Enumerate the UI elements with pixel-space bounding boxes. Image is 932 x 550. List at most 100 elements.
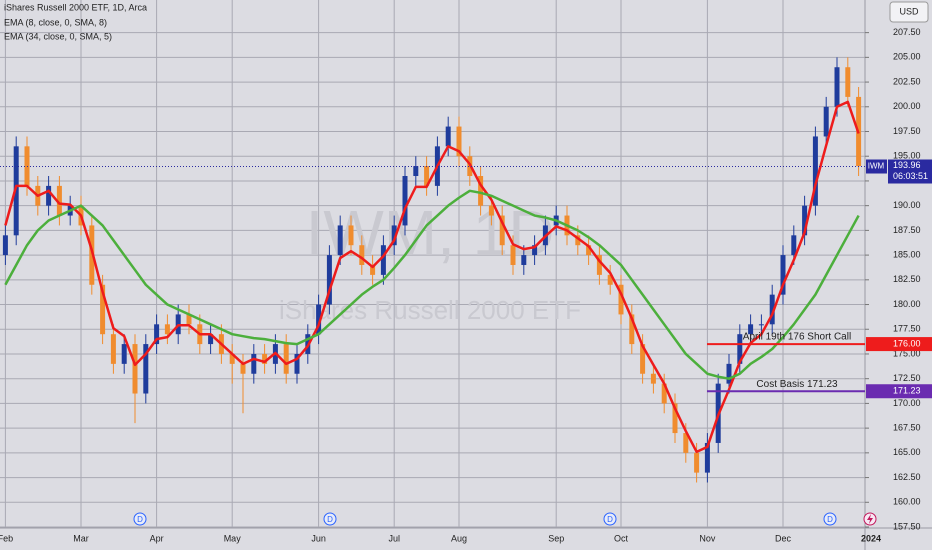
x-tick-label: May [224,533,242,543]
candle-body [812,136,818,206]
candle-body [694,452,700,473]
candle-body [208,334,214,345]
level-label: April 19th 176 Short Call [743,332,851,343]
y-tick-label: 200.00 [893,101,921,111]
candle-body [413,166,419,176]
price-tag-label: 193.96 [893,160,921,170]
candle-body [456,126,462,157]
candle-body [348,225,354,246]
y-tick-label: 187.50 [893,225,921,235]
candle-body [326,255,332,305]
candle-body [618,284,624,315]
candle-body [121,344,127,364]
candle-body [575,235,581,246]
dividend-marker [323,512,337,526]
y-tick-label: 182.50 [893,274,921,284]
currency[interactable]: USD [899,6,919,16]
symbol-tag-label: IWM [868,162,885,171]
candle-body [510,245,516,265]
candle-body [424,166,430,186]
candle-body [402,175,408,226]
candle-body [154,324,160,345]
x-tick-label: Apr [150,533,164,543]
candle-body [748,324,754,335]
candle-body [650,373,656,384]
candle-body [164,324,170,335]
dividend-label: D [137,515,143,524]
dividend-marker [133,512,147,526]
candle-body [704,442,710,473]
candle-body [316,304,322,335]
y-tick-label: 160.00 [893,497,921,507]
candle-body [13,146,19,236]
x-tick-label: Nov [699,533,716,543]
y-tick-label: 205.00 [893,52,921,62]
price-tag [888,159,932,184]
candle-body [132,344,138,394]
candle-body [737,334,743,364]
candle-body [380,245,386,275]
event-icon [867,514,873,524]
candle-body [758,324,764,326]
candle-body [791,235,797,256]
dividend-label: D [607,515,613,524]
y-tick-label: 195.00 [893,151,921,161]
candle-body [672,403,678,434]
y-tick-label: 157.50 [893,521,921,531]
y-tick-label: 197.50 [893,126,921,136]
candle-body [780,255,786,295]
level-tag [866,384,932,399]
dividend-label: D [327,515,333,524]
candle-body [532,245,538,256]
candle-body [370,264,376,275]
candle-body [823,106,829,137]
level-label: Cost Basis 171.23 [756,379,838,390]
y-tick-label: 180.00 [893,299,921,309]
candle-body [110,334,116,364]
candle-body [769,294,775,325]
candle-body [337,225,343,256]
candle-body [56,185,62,216]
dividend-marker [603,512,617,526]
x-tick-label: Aug [451,533,467,543]
x-tick-label: 2024 [861,533,881,543]
candle-body [251,353,257,374]
candle-body [359,245,365,265]
candle-body [802,205,808,236]
candle-body [229,353,235,364]
candle-body [391,225,397,246]
candle-body [240,363,246,374]
title: iShares Russell 2000 ETF, 1D, Arca [4,2,147,12]
x-tick-label: Feb [0,533,13,543]
x-tick-label: Mar [73,533,89,543]
x-tick-label: Jul [388,533,400,543]
currency-box[interactable] [889,1,929,23]
candle-body [294,353,300,374]
level-tag [866,337,932,352]
candle-body [445,126,451,147]
candle-body [596,255,602,275]
y-tick-label: 207.50 [893,27,921,37]
y-tick-label: 185.00 [893,249,921,259]
candle-body [100,284,106,335]
candle-body [683,433,689,453]
y-tick-label: 165.00 [893,447,921,457]
level-tag-label: 171.23 [893,386,921,396]
candle-body [726,363,732,384]
y-tick-label: 177.50 [893,324,921,334]
ema-line [4,189,860,380]
y-tick-label: 172.50 [893,373,921,383]
candle-body [186,314,192,325]
candle-body [478,175,484,206]
candle-body [488,205,494,216]
candle-body [283,344,289,374]
candle-body [661,383,667,404]
price-countdown: 06:03:51 [893,171,928,181]
y-tick-label: 162.50 [893,472,921,482]
candle-body [586,245,592,256]
y-tick-label: 175.00 [893,348,921,358]
y-tick-label: 170.00 [893,398,921,408]
x-tick-label: Sep [548,533,564,543]
dividend-label: D [827,515,833,524]
